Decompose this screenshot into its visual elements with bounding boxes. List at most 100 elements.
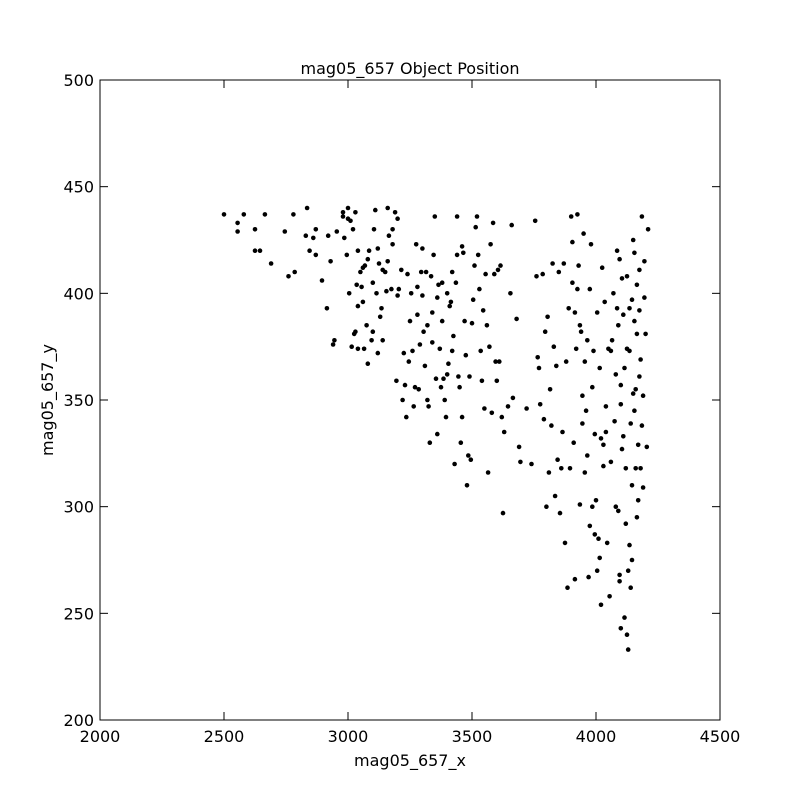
data-point	[435, 295, 440, 300]
data-point	[594, 310, 600, 315]
data-point	[518, 459, 523, 465]
data-point	[545, 314, 550, 320]
data-point	[332, 338, 337, 343]
data-point	[399, 267, 404, 273]
data-point	[616, 323, 621, 328]
data-point	[437, 346, 443, 352]
data-point	[638, 357, 643, 362]
data-point	[410, 348, 415, 354]
data-point	[640, 485, 646, 490]
data-point	[428, 274, 434, 279]
data-point	[385, 205, 391, 211]
data-point	[444, 291, 450, 296]
data-point	[252, 248, 258, 253]
data-point	[407, 318, 413, 324]
data-point	[468, 457, 474, 463]
data-point	[633, 387, 638, 392]
data-point	[573, 346, 579, 352]
data-point	[593, 498, 599, 503]
data-point	[588, 242, 594, 247]
data-point	[415, 284, 420, 290]
data-point	[395, 216, 400, 221]
data-point	[632, 250, 637, 256]
data-point	[307, 248, 312, 253]
data-point	[617, 579, 622, 584]
data-point	[474, 214, 480, 219]
data-point	[373, 207, 378, 213]
data-point	[461, 250, 466, 256]
data-point	[282, 229, 288, 234]
data-point	[371, 227, 377, 232]
data-point	[454, 214, 460, 219]
data-point	[644, 444, 650, 450]
data-point	[355, 248, 361, 253]
data-point	[625, 647, 631, 652]
data-point	[611, 291, 616, 296]
data-point	[568, 214, 574, 219]
data-point	[439, 318, 445, 324]
data-point	[453, 280, 459, 286]
data-point	[364, 323, 369, 328]
data-point	[392, 210, 398, 215]
data-point	[221, 212, 227, 217]
data-point	[370, 280, 376, 286]
data-point	[235, 220, 240, 226]
data-point	[268, 261, 274, 266]
data-point	[492, 271, 497, 277]
data-point	[469, 320, 475, 326]
data-point	[483, 271, 488, 277]
data-point	[262, 212, 268, 217]
data-point	[582, 470, 588, 475]
data-point	[418, 269, 424, 275]
x-tick-label: 3500	[452, 727, 493, 746]
chart-title: mag05_657 Object Position	[300, 59, 519, 79]
data-point	[349, 344, 355, 350]
data-point	[622, 365, 627, 371]
data-point	[380, 267, 386, 273]
data-point	[501, 429, 507, 435]
data-point	[560, 429, 565, 435]
data-point	[457, 384, 462, 390]
data-point	[355, 303, 361, 309]
data-point	[374, 291, 379, 296]
data-point	[454, 252, 460, 258]
data-point	[313, 252, 319, 258]
data-point	[622, 615, 627, 620]
data-point	[425, 397, 430, 403]
data-point	[394, 378, 399, 384]
data-point	[608, 459, 614, 465]
data-point	[642, 259, 647, 264]
data-point	[423, 269, 429, 275]
data-point	[562, 540, 568, 546]
data-point	[575, 286, 580, 292]
data-point	[590, 384, 595, 390]
data-point	[342, 235, 347, 241]
data-point	[498, 263, 503, 268]
data-point	[330, 342, 336, 347]
y-axis-label: mag05_657_y	[38, 344, 58, 456]
data-point	[425, 323, 430, 328]
data-point	[435, 431, 440, 437]
data-point	[645, 227, 651, 232]
y-tick-label: 400	[63, 284, 94, 303]
data-point	[601, 442, 606, 448]
data-point	[431, 252, 436, 258]
data-point	[608, 348, 614, 354]
data-point	[623, 466, 629, 471]
data-point	[436, 282, 441, 288]
data-point	[551, 344, 557, 350]
data-point	[334, 229, 340, 234]
data-point	[566, 306, 571, 311]
data-point	[580, 393, 585, 399]
data-point	[346, 291, 352, 296]
data-point	[621, 434, 626, 439]
data-point	[417, 342, 423, 347]
data-point	[354, 282, 360, 288]
data-point	[353, 329, 358, 335]
data-point	[624, 274, 630, 279]
data-point	[594, 568, 600, 573]
data-point	[490, 220, 496, 226]
data-point	[358, 269, 363, 275]
data-point	[578, 329, 584, 335]
data-point	[495, 267, 501, 273]
